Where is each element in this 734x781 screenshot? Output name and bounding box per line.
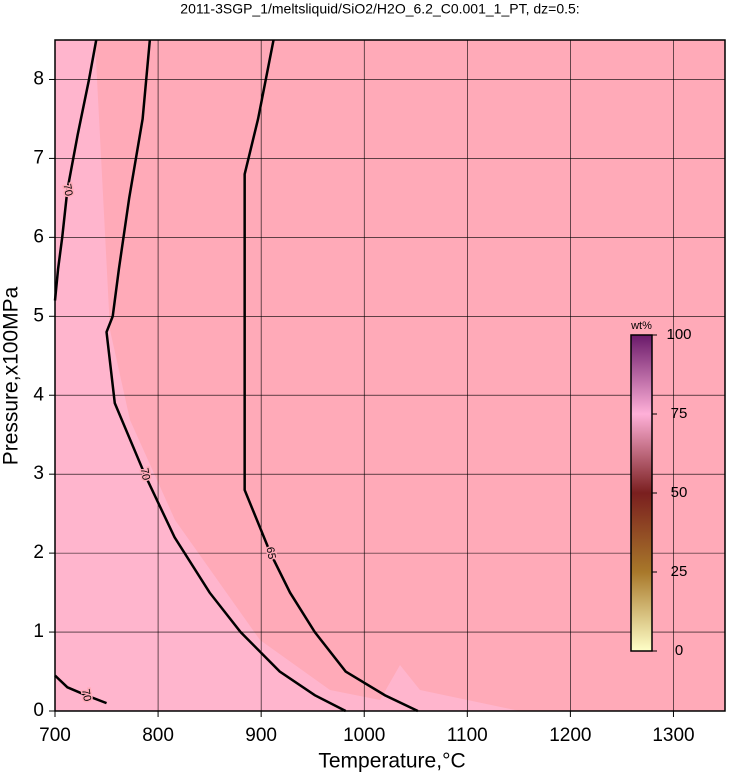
colorbar (630, 334, 653, 652)
y-tick-label: 5 (33, 305, 44, 326)
light-region (55, 40, 520, 711)
x-tick-label: 900 (245, 725, 277, 746)
contour-label: 70 (79, 688, 93, 702)
x-axis-title: Temperature,°C (318, 750, 465, 773)
x-tick-label: 1200 (549, 725, 591, 746)
y-tick-label: 1 (33, 621, 44, 642)
contour-label: 70 (138, 467, 152, 481)
y-tick-label: 3 (33, 463, 44, 484)
x-tick-label: 1300 (652, 725, 694, 746)
y-tick-label: 0 (33, 700, 44, 721)
y-tick-label: 4 (33, 384, 44, 405)
colorbar-tick-label: 75 (671, 405, 688, 422)
colorbar-tick-label: 0 (675, 642, 683, 659)
x-tick-label: 700 (39, 725, 71, 746)
contour-line (243, 39, 419, 713)
y-tick-label: 8 (33, 68, 44, 89)
x-tick-label: 1100 (447, 725, 488, 746)
x-tick-label: 1000 (343, 725, 385, 746)
colorbar-tick-label: 25 (671, 563, 688, 580)
contour-label: 65 (264, 546, 278, 560)
contour-line (54, 674, 107, 705)
y-axis-title: Pressure,x100MPa (0, 286, 23, 465)
contour-label: 70 (60, 183, 74, 197)
y-tick-label: 2 (33, 542, 44, 563)
colorbar-label: wt% (630, 320, 652, 332)
contour-line (105, 39, 347, 713)
colorbar-tick-label: 100 (666, 326, 691, 343)
x-tick-label: 800 (142, 725, 174, 746)
plot-frame (54, 39, 726, 712)
y-tick-label: 6 (33, 226, 44, 247)
colorbar-tick-label: 50 (671, 484, 688, 501)
chart-title: 2011-3SGP_1/meltsliquid/SiO2/H2O_6.2_C0.… (180, 1, 579, 17)
y-tick-label: 7 (33, 147, 44, 168)
contour-line (53, 39, 98, 301)
